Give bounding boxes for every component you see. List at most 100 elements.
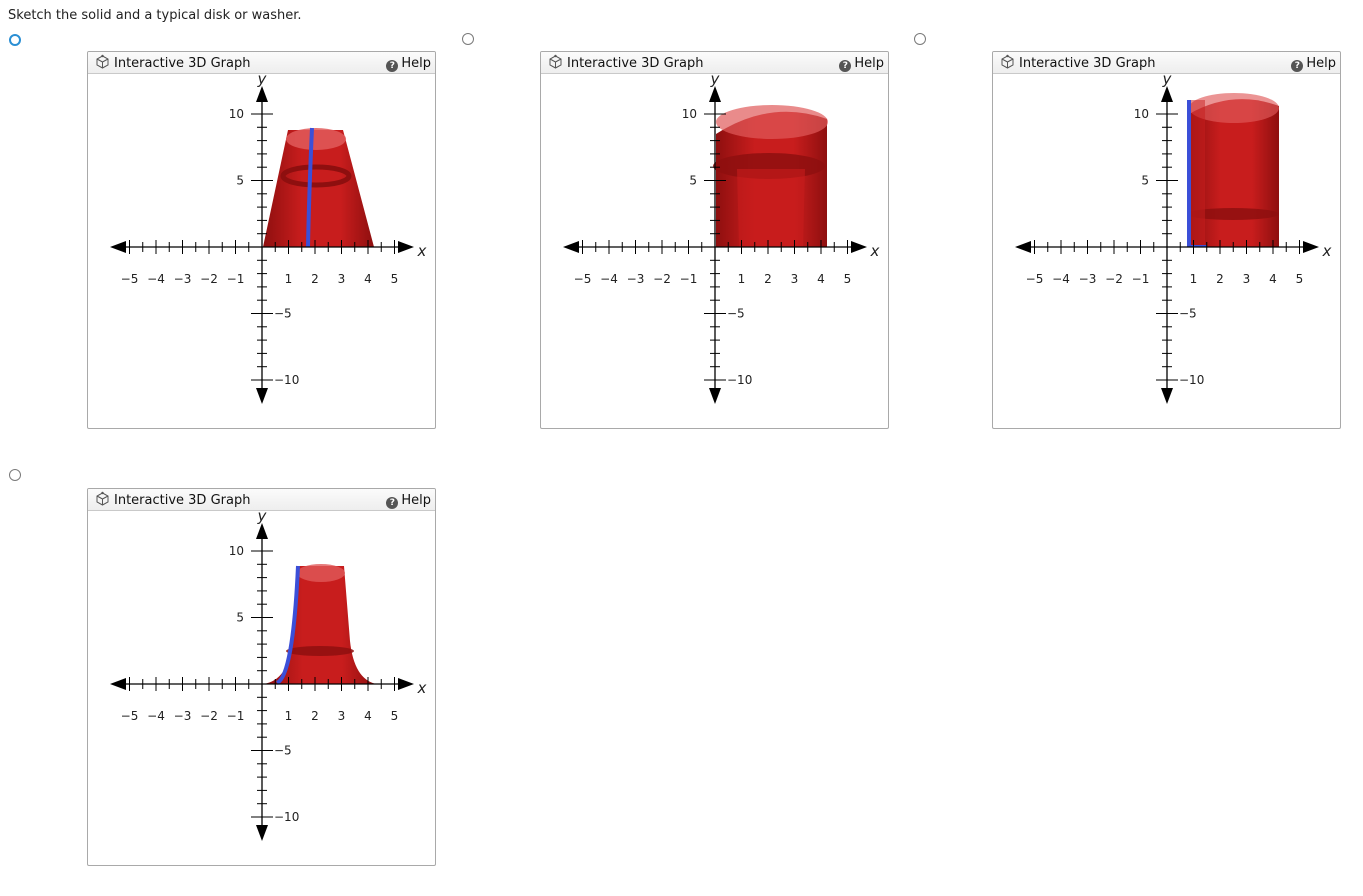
option-b-radio[interactable] [462,33,474,45]
x-tick-label: 3 [338,272,346,286]
x-tick-label: 3 [1243,272,1251,286]
y-tick-label: −5 [274,307,292,321]
solid-top-face [1189,93,1279,123]
option-c-graph[interactable]: Interactive 3D Graph ? Help −5 −4 −3 −2 −1 1 2 3… [992,51,1341,429]
y-tick-label: −5 [727,307,745,321]
solid-inner-hole [737,169,805,247]
graph-header: Interactive 3D Graph ? Help [88,52,435,74]
graph-title: Interactive 3D Graph [114,493,251,508]
x-axis-right-arrow [1303,241,1319,253]
cube-icon [96,491,109,506]
solid-body [263,566,376,684]
x-tick-label: 3 [791,272,799,286]
x-tick-label: 2 [311,709,319,723]
x-axis-right-arrow [398,678,414,690]
typical-washer [286,646,354,656]
help-button[interactable]: ? Help [386,56,431,72]
generating-curve [306,127,314,248]
x-tick-label: 5 [391,272,399,286]
solid-top-face [716,105,828,139]
x-tick-label: −1 [227,272,245,286]
y-tick-label: 5 [1141,174,1149,188]
cube-icon [96,54,109,69]
question-circle-icon: ? [1291,60,1304,72]
option-b-graph[interactable]: Interactive 3D Graph ? Help −5 −4 −3 −2 −1 1 2 3… [540,51,889,429]
y-tick-label: 10 [1134,107,1149,121]
x-tick-label: −3 [627,272,645,286]
y-tick-label: −10 [1179,373,1204,387]
option-d-graph[interactable]: Interactive 3D Graph ? Help −5 −4 −3 −2 −1 1 2 3… [87,488,436,866]
question-circle-icon: ? [839,60,852,72]
option-d-radio[interactable] [9,469,21,481]
x-tick-label: 4 [364,709,372,723]
x-axis-left-arrow [563,241,579,253]
y-axis-up-arrow [256,86,268,102]
x-axis-label: x [1322,242,1332,260]
x-axis-left-arrow [110,678,126,690]
x-tick-label: −3 [174,709,192,723]
graph-plot[interactable]: −5 −4 −3 −2 −1 1 2 3 4 5 10 5 −5 −10 x y [88,74,435,428]
help-label: Help [401,56,431,71]
solid-inner-hole [1189,100,1205,247]
help-button[interactable]: ? Help [1291,56,1336,72]
x-tick-label: −3 [1079,272,1097,286]
graph-header: Interactive 3D Graph ? Help [541,52,888,74]
solid-body [263,130,374,247]
solid-top-face [286,128,346,150]
y-axis-up-arrow [256,523,268,539]
y-tick-label: 10 [229,544,244,558]
y-tick-label: 5 [236,174,244,188]
typical-washer [280,164,352,188]
option-a-graph[interactable]: Interactive 3D Graph ? Help −5 −4 −3 −2 −1 1 2 3… [87,51,436,429]
help-button[interactable]: ? Help [839,56,884,72]
option-c-radio[interactable] [914,33,926,45]
x-tick-label: −2 [653,272,671,286]
x-tick-label: 2 [764,272,772,286]
x-axis-right-arrow [398,241,414,253]
y-tick-label: −5 [274,744,292,758]
x-tick-label: 5 [391,709,399,723]
question-circle-icon: ? [386,497,399,509]
x-tick-label: 4 [1269,272,1277,286]
x-tick-label: −5 [121,709,139,723]
graph-plot[interactable]: −5 −4 −3 −2 −1 1 2 3 4 5 10 5 −5 −10 x y [541,74,888,428]
graph-plot[interactable]: −5 −4 −3 −2 −1 1 2 3 4 5 10 5 −5 −10 x y [88,511,435,865]
graph-header: Interactive 3D Graph ? Help [88,489,435,511]
x-tick-label: 1 [1190,272,1198,286]
x-tick-label: −4 [1052,272,1070,286]
y-axis-up-arrow [709,86,721,102]
help-label: Help [401,493,431,508]
x-axis-left-arrow [110,241,126,253]
option-a-radio[interactable] [9,34,21,46]
question-circle-icon: ? [386,60,399,72]
y-axis-label: y [257,511,268,525]
graph-title: Interactive 3D Graph [114,56,251,71]
x-tick-label: 2 [311,272,319,286]
x-axis-label: x [870,242,880,260]
x-axis-right-arrow [851,241,867,253]
x-tick-label: −5 [574,272,592,286]
x-tick-label: 1 [285,709,293,723]
typical-washer [1187,208,1279,220]
x-axis-label: x [417,242,427,260]
x-tick-label: −4 [147,272,165,286]
y-tick-label: 10 [682,107,697,121]
solid-top-face [297,564,345,582]
x-tick-label: −3 [174,272,192,286]
graph-header: Interactive 3D Graph ? Help [993,52,1340,74]
y-axis-label: y [1162,74,1173,88]
x-tick-label: 4 [817,272,825,286]
y-tick-label: −10 [727,373,752,387]
y-tick-label: −10 [274,373,299,387]
cube-icon [549,54,562,69]
x-axis-label: x [417,679,427,697]
generating-curve [275,565,300,685]
graph-plot[interactable]: −5 −4 −3 −2 −1 1 2 3 4 5 10 5 −5 −10 x y [993,74,1340,428]
x-tick-label: −5 [121,272,139,286]
y-axis-up-arrow [1161,86,1173,102]
x-tick-label: −1 [1132,272,1150,286]
question-prompt: Sketch the solid and a typical disk or w… [8,8,302,23]
help-button[interactable]: ? Help [386,493,431,509]
x-tick-label: −2 [200,709,218,723]
x-tick-label: −2 [1105,272,1123,286]
